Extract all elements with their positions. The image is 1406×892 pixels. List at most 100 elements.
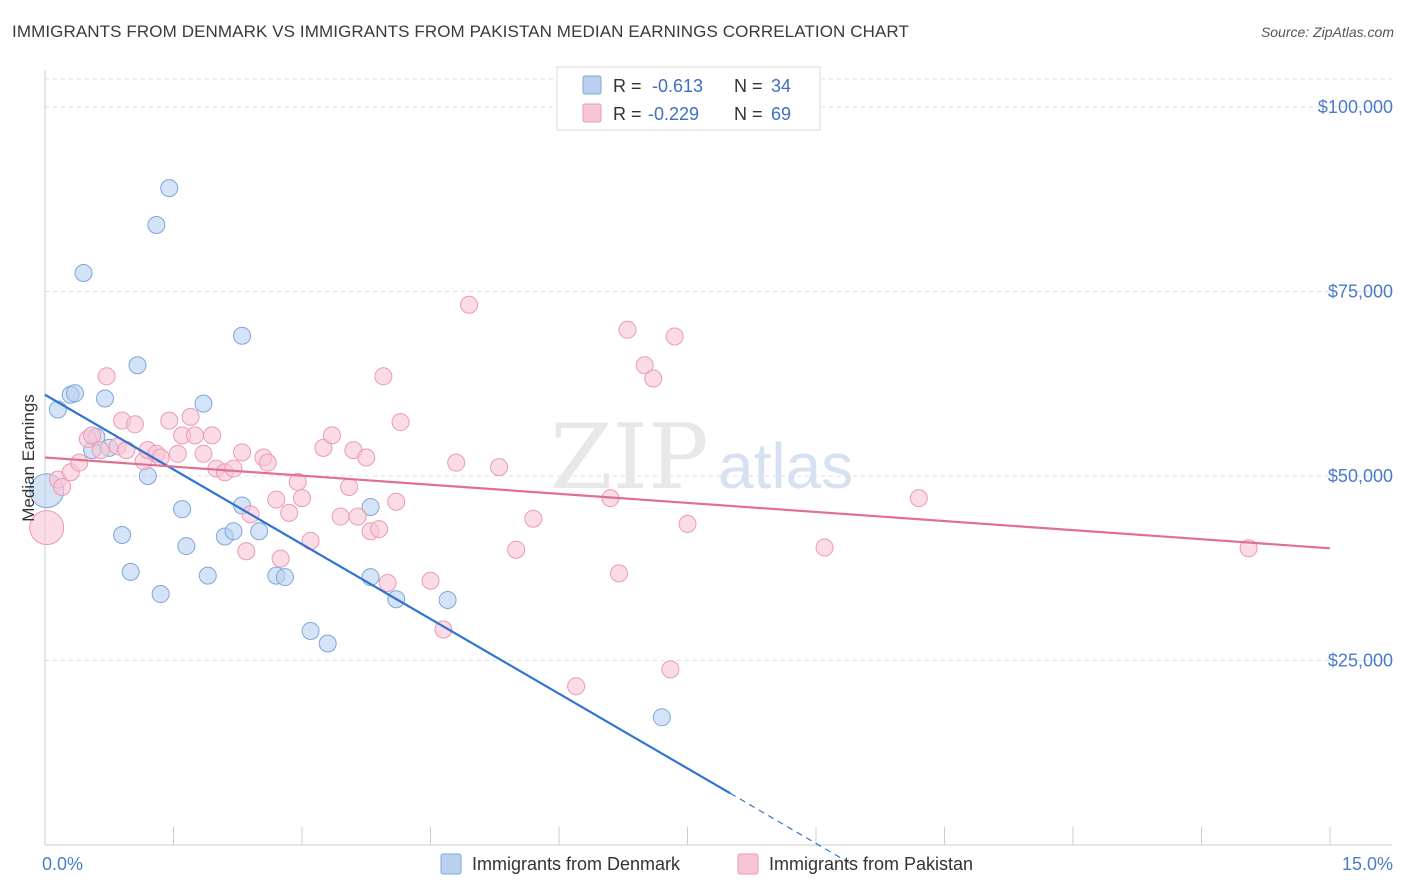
point-pakistan-6	[83, 426, 102, 445]
point-pakistan-34	[280, 503, 299, 522]
point-pakistan-64	[661, 660, 680, 679]
y-axis-label: Median Earnings	[19, 394, 38, 522]
point-pakistan-11	[117, 441, 136, 460]
bottom-legend-swatch-pakistan	[737, 853, 759, 875]
point-denmark-25	[275, 568, 294, 587]
point-pakistan-31	[258, 453, 277, 472]
point-denmark-14	[160, 179, 179, 198]
trend-line-denmark-extension	[730, 792, 851, 864]
point-pakistan-23	[203, 426, 222, 445]
point-pakistan-56	[507, 540, 526, 559]
point-pakistan-18	[168, 444, 187, 463]
legend-r-label-denmark: R =	[613, 76, 642, 96]
point-pakistan-60	[609, 564, 628, 583]
legend-swatch-pakistan	[582, 103, 602, 123]
correlation-legend: R = -0.613 N = 34 R = -0.229 N = 69	[556, 66, 821, 131]
point-denmark-4	[74, 263, 93, 282]
point-denmark-22	[233, 326, 252, 345]
point-denmark-26	[301, 621, 320, 640]
point-pakistan-40	[331, 507, 350, 526]
point-denmark-18	[198, 566, 217, 585]
point-pakistan-28	[237, 542, 256, 561]
watermark-atlas: atlas	[718, 430, 853, 502]
point-denmark-31	[438, 590, 457, 609]
point-pakistan-47	[374, 367, 393, 386]
point-pakistan-53	[447, 453, 466, 472]
trend-lines	[44, 393, 1331, 864]
point-pakistan-22	[194, 444, 213, 463]
point-pakistan-2	[53, 478, 72, 497]
point-denmark-3	[65, 384, 84, 403]
point-denmark-29	[361, 497, 380, 516]
point-denmark-6	[95, 389, 114, 408]
point-pakistan-4	[70, 453, 89, 472]
point-pakistan-36	[293, 489, 311, 508]
legend-n-value-denmark: 34	[771, 76, 791, 96]
point-denmark-8	[113, 526, 132, 544]
y-tick-label-2: $75,000	[1328, 281, 1393, 301]
point-denmark-17	[194, 394, 213, 413]
point-pakistan-67	[815, 538, 834, 557]
point-pakistan-32	[267, 490, 286, 509]
point-pakistan-44	[357, 448, 376, 467]
point-pakistan-49	[387, 492, 406, 511]
point-pakistan-26	[224, 459, 243, 478]
point-pakistan-51	[421, 571, 440, 590]
y-tick-label-1: $50,000	[1328, 466, 1393, 486]
point-pakistan-63	[644, 369, 663, 388]
point-denmark-20	[224, 522, 243, 541]
point-pakistan-17	[160, 411, 179, 430]
point-pakistan-50	[391, 413, 410, 432]
point-pakistan-8	[97, 367, 116, 386]
point-pakistan-58	[567, 677, 586, 696]
point-pakistan-62	[635, 356, 654, 375]
point-pakistan-48	[378, 573, 397, 592]
grid-lines	[45, 78, 1392, 661]
bottom-legend-label-pakistan: Immigrants from Pakistan	[769, 854, 973, 874]
point-pakistan-68	[909, 489, 928, 508]
trend-line-denmark	[44, 393, 731, 795]
point-pakistan-41	[340, 478, 359, 497]
point-denmark-16	[177, 537, 196, 556]
point-pakistan-46	[370, 520, 389, 539]
point-pakistan-38	[314, 438, 333, 457]
point-denmark-12	[147, 216, 166, 234]
point-denmark-27	[318, 634, 337, 653]
point-pakistan-7	[91, 441, 110, 460]
point-pakistan-55	[490, 458, 509, 477]
point-pakistan-65	[665, 327, 684, 346]
legend-r-value-pakistan: -0.229	[648, 104, 699, 124]
legend-r-label-pakistan: R =	[613, 104, 642, 124]
point-pakistan-12	[125, 415, 144, 434]
trend-line-pakistan	[44, 456, 1331, 550]
point-denmark-32	[652, 708, 671, 727]
point-pakistan-20	[181, 407, 200, 426]
point-denmark-23	[250, 522, 269, 541]
legend-n-value-pakistan: 69	[771, 104, 791, 124]
bottom-legend-swatch-denmark	[440, 853, 462, 875]
point-denmark-10	[128, 356, 147, 375]
point-pakistan-54	[460, 295, 479, 314]
legend-n-label-denmark: N =	[734, 76, 763, 96]
legend-r-value-denmark: -0.613	[652, 76, 703, 96]
point-denmark-13	[151, 585, 170, 604]
watermark-zip: ZIP	[550, 405, 709, 510]
point-denmark-15	[173, 500, 192, 519]
x-tick-label-0: 0.0%	[42, 854, 83, 874]
point-pakistan-21	[185, 426, 204, 445]
point-pakistan-0	[29, 510, 65, 546]
source-label: Source: ZipAtlas.com	[1260, 24, 1394, 40]
y-tick-label-0: $25,000	[1328, 650, 1393, 670]
point-pakistan-33	[271, 549, 290, 568]
legend-n-label-pakistan: N =	[734, 104, 763, 124]
series-legend: Immigrants from Denmark Immigrants from …	[440, 853, 973, 875]
point-pakistan-66	[678, 514, 697, 533]
point-pakistan-69	[1239, 539, 1258, 558]
point-pakistan-61	[618, 320, 637, 339]
bottom-legend-label-denmark: Immigrants from Denmark	[472, 854, 681, 874]
point-pakistan-43	[348, 507, 367, 526]
y-tick-label-3: $100,000	[1318, 97, 1393, 117]
point-pakistan-57	[524, 509, 543, 528]
chart-title: IMMIGRANTS FROM DENMARK VS IMMIGRANTS FR…	[12, 22, 909, 41]
